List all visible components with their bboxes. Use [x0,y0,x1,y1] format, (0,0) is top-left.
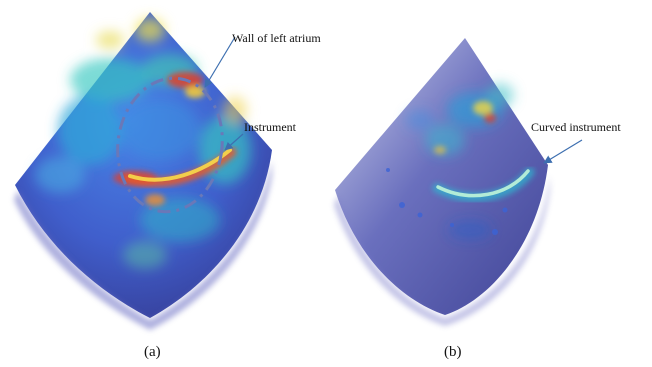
curved-instrument-label: Curved instrument [531,120,621,134]
annotations-b: Curved instrument [531,120,621,164]
ultrasound-image-a [14,12,272,330]
caption-b: (b) [444,344,462,360]
atrium-outline [116,76,224,214]
ultrasound-image-b [334,38,550,326]
caption-a: (a) [144,344,161,360]
instrument-arrow [224,133,244,151]
wall-label: Wall of left atrium [232,31,321,45]
annotations-a: Wall of left atrium Instrument [204,31,321,151]
curved-instrument-arrow [543,139,583,164]
wall-arrow [204,36,236,88]
instrument-label: Instrument [244,120,297,134]
